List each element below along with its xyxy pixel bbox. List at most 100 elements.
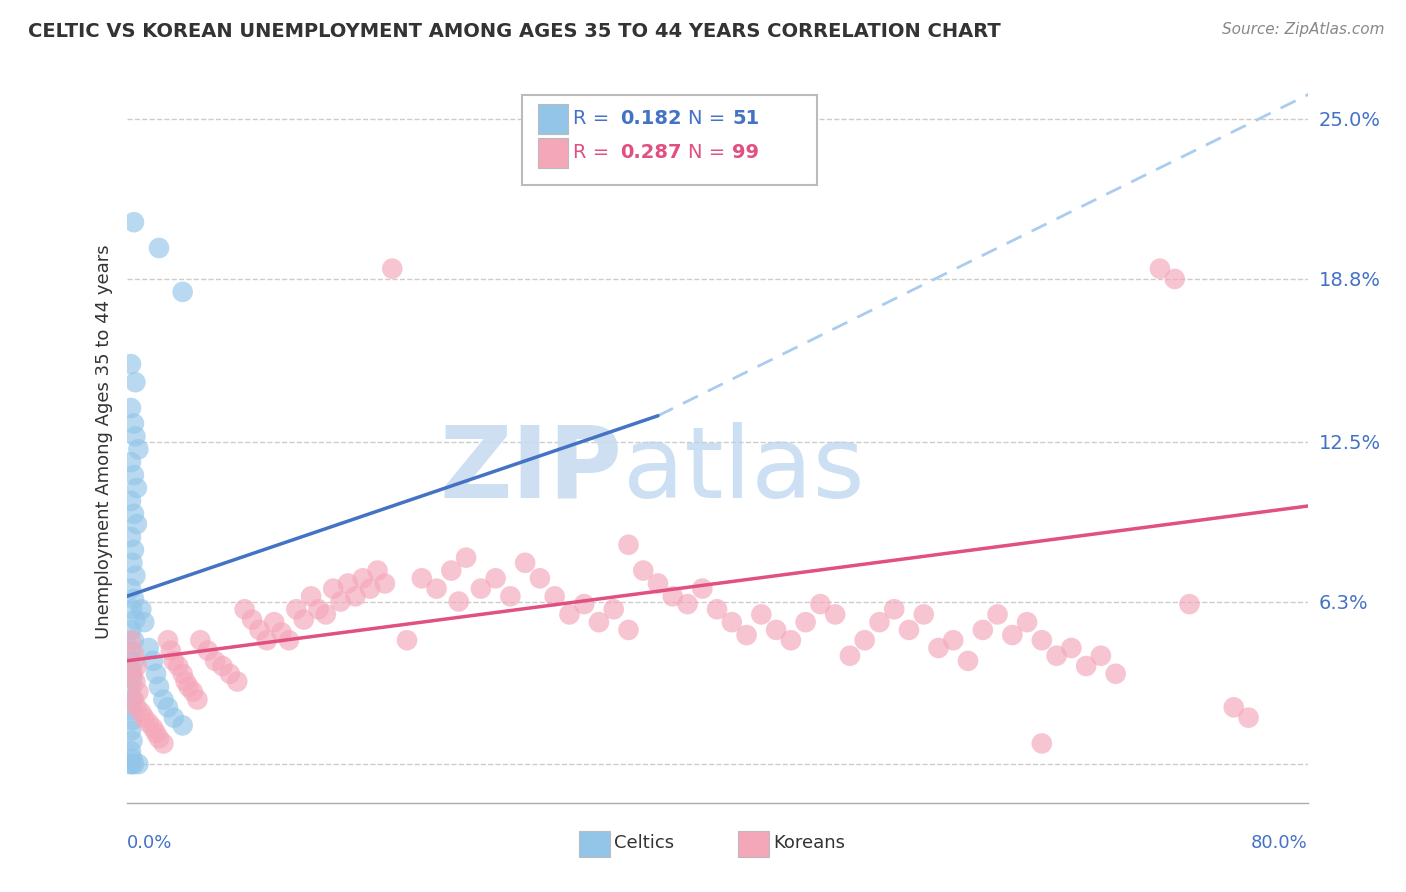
- Point: [240, 613, 263, 627]
- Point: [456, 550, 478, 565]
- Point: [219, 666, 242, 681]
- Point: [121, 556, 143, 570]
- Point: [1017, 615, 1039, 630]
- Point: [138, 640, 160, 655]
- Point: [869, 615, 891, 630]
- Point: [515, 556, 537, 570]
- Point: [120, 723, 142, 738]
- Text: N =: N =: [688, 109, 731, 128]
- Point: [1223, 700, 1246, 714]
- Point: [270, 625, 292, 640]
- Point: [1060, 640, 1083, 655]
- Point: [558, 607, 581, 622]
- Point: [120, 662, 142, 676]
- Point: [322, 582, 344, 596]
- Text: Source: ZipAtlas.com: Source: ZipAtlas.com: [1222, 22, 1385, 37]
- Point: [172, 666, 194, 681]
- Point: [186, 692, 208, 706]
- Point: [1164, 272, 1187, 286]
- Point: [122, 646, 145, 660]
- Text: 80.0%: 80.0%: [1251, 834, 1308, 852]
- Point: [588, 615, 610, 630]
- Point: [148, 680, 170, 694]
- Point: [780, 633, 803, 648]
- Point: [122, 215, 145, 229]
- Point: [124, 613, 146, 627]
- Point: [156, 633, 179, 648]
- Point: [662, 590, 685, 604]
- Point: [956, 654, 979, 668]
- Point: [121, 672, 143, 686]
- Point: [337, 576, 360, 591]
- Point: [447, 594, 470, 608]
- Point: [120, 357, 142, 371]
- Point: [263, 615, 285, 630]
- Point: [121, 713, 143, 727]
- Point: [127, 442, 149, 457]
- Text: Celtics: Celtics: [614, 833, 675, 852]
- Point: [1031, 736, 1053, 750]
- Text: R =: R =: [574, 109, 616, 128]
- Point: [256, 633, 278, 648]
- Point: [122, 507, 145, 521]
- Point: [617, 623, 640, 637]
- Point: [676, 597, 699, 611]
- FancyBboxPatch shape: [738, 831, 769, 857]
- Point: [125, 481, 148, 495]
- Text: CELTIC VS KOREAN UNEMPLOYMENT AMONG AGES 35 TO 44 YEARS CORRELATION CHART: CELTIC VS KOREAN UNEMPLOYMENT AMONG AGES…: [28, 22, 1001, 41]
- Point: [181, 685, 204, 699]
- Point: [163, 711, 186, 725]
- Point: [124, 674, 146, 689]
- Point: [174, 674, 197, 689]
- Point: [1076, 659, 1098, 673]
- Text: atlas: atlas: [623, 422, 865, 519]
- Point: [484, 571, 508, 585]
- Point: [211, 659, 233, 673]
- Point: [138, 715, 160, 730]
- Point: [315, 607, 337, 622]
- Text: 0.182: 0.182: [620, 109, 682, 128]
- Point: [124, 568, 146, 582]
- Point: [574, 597, 596, 611]
- Point: [1178, 597, 1201, 611]
- Point: [188, 633, 212, 648]
- Point: [972, 623, 994, 637]
- Point: [122, 417, 145, 431]
- Point: [765, 623, 787, 637]
- Point: [226, 674, 249, 689]
- Point: [172, 285, 194, 299]
- Point: [720, 615, 742, 630]
- Point: [529, 571, 551, 585]
- Point: [810, 597, 832, 611]
- Text: 99: 99: [733, 143, 759, 162]
- Point: [129, 706, 153, 720]
- Point: [470, 582, 492, 596]
- Point: [122, 633, 145, 648]
- Point: [359, 582, 381, 596]
- Point: [167, 659, 190, 673]
- Point: [145, 726, 167, 740]
- Text: R =: R =: [574, 143, 616, 162]
- Point: [134, 615, 156, 630]
- Point: [120, 494, 142, 508]
- Point: [692, 582, 714, 596]
- Point: [278, 633, 301, 648]
- Point: [352, 571, 374, 585]
- FancyBboxPatch shape: [579, 831, 610, 857]
- Point: [177, 680, 200, 694]
- Point: [122, 757, 145, 772]
- Point: [121, 666, 143, 681]
- Point: [838, 648, 860, 663]
- Point: [499, 590, 522, 604]
- Point: [125, 700, 148, 714]
- Point: [912, 607, 935, 622]
- Point: [204, 654, 226, 668]
- Point: [1237, 711, 1260, 725]
- Point: [1001, 628, 1024, 642]
- Point: [735, 628, 758, 642]
- Point: [928, 640, 950, 655]
- Point: [127, 685, 149, 699]
- Point: [1031, 633, 1053, 648]
- Point: [152, 692, 174, 706]
- Point: [285, 602, 308, 616]
